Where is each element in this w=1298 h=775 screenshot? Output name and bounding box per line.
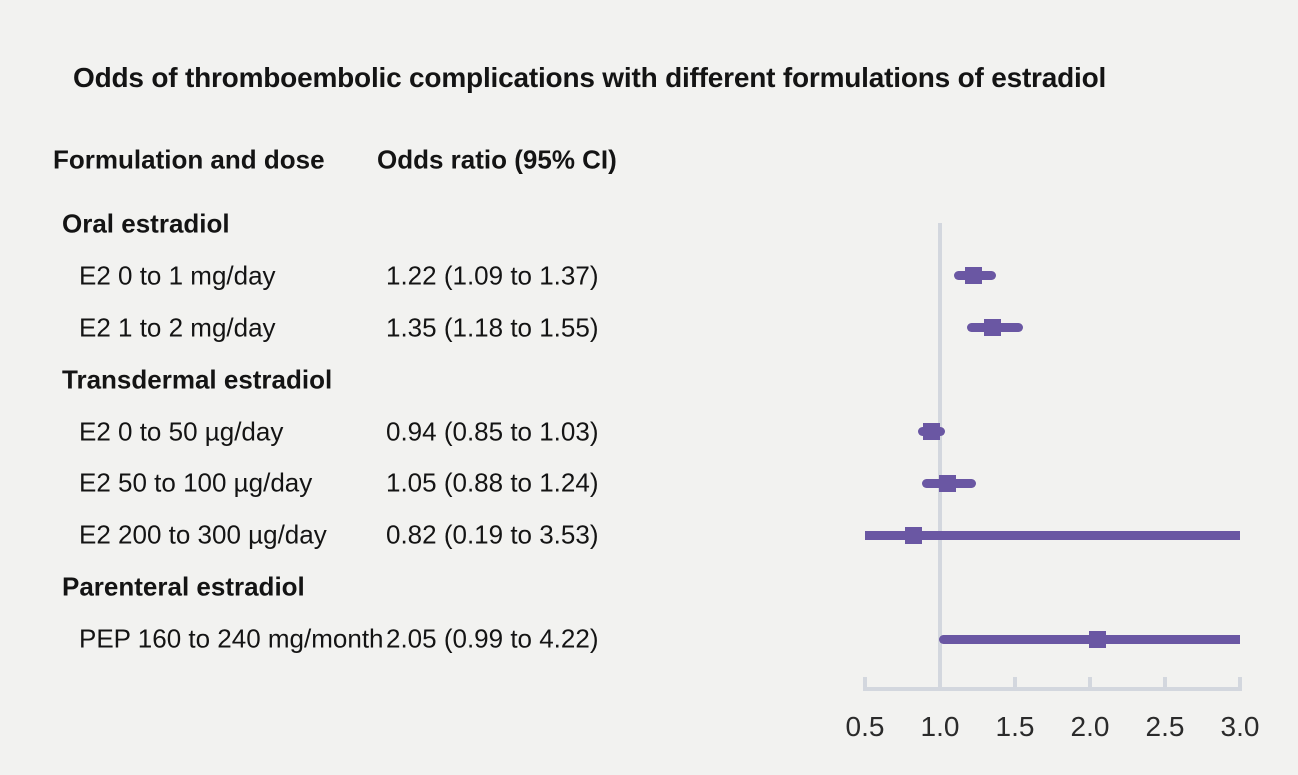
item-label: E2 0 to 50 µg/day: [79, 416, 284, 446]
odds-ratio-value: 0.82 (0.19 to 3.53): [386, 519, 599, 550]
x-axis-tick: [1163, 677, 1167, 687]
x-axis-tick: [1088, 677, 1092, 687]
item-label: E2 50 to 100 µg/day: [79, 467, 313, 498]
odds-ratio-value: 1.35 (1.18 to 1.55): [386, 312, 599, 343]
x-axis-tick: [863, 677, 867, 687]
x-axis-tick-label: 3.0: [1220, 711, 1260, 742]
reference-line-1: [938, 223, 942, 687]
item-label: E2 0 to 1 mg/day: [79, 260, 276, 291]
group-label: Parenteral estradiol: [62, 571, 305, 602]
column-header-odds-ratio: Odds ratio (95% CI): [377, 144, 617, 175]
odds-ratio-marker: [904, 526, 922, 544]
confidence-interval-line: [865, 530, 1240, 540]
item-label: E2 1 to 2 mg/day: [79, 312, 276, 343]
x-axis-tick-label: 1.5: [995, 711, 1035, 742]
odds-ratio-value: 2.05 (0.99 to 4.22): [386, 623, 599, 654]
odds-ratio-value: 0.94 (0.85 to 1.03): [386, 416, 599, 446]
x-axis-line: [863, 687, 1242, 691]
item-label: E2 200 to 300 µg/day: [79, 519, 327, 550]
x-axis-tick: [1013, 677, 1017, 687]
x-axis-tick-label: 1.0: [920, 711, 960, 742]
x-axis-tick-label: 2.0: [1070, 711, 1110, 742]
odds-ratio-marker: [922, 423, 940, 440]
odds-ratio-value: 1.22 (1.09 to 1.37): [386, 260, 599, 291]
odds-ratio-marker: [984, 319, 1001, 337]
column-header-formulation: Formulation and dose: [53, 144, 325, 175]
x-axis-tick: [1238, 677, 1242, 687]
figure-title: Odds of thromboembolic complications wit…: [73, 62, 1107, 93]
odds-ratio-value: 1.05 (0.88 to 1.24): [386, 467, 599, 498]
item-label: PEP 160 to 240 mg/month: [79, 623, 384, 654]
group-label: Oral estradiol: [62, 208, 230, 239]
odds-ratio-marker: [1089, 630, 1106, 648]
odds-ratio-marker: [964, 267, 982, 285]
x-axis-tick-label: 2.5: [1145, 711, 1185, 742]
x-axis-tick: [938, 677, 942, 687]
group-label: Transdermal estradiol: [62, 364, 333, 395]
odds-ratio-marker: [939, 474, 956, 492]
x-axis-tick-label: 0.5: [845, 711, 885, 742]
